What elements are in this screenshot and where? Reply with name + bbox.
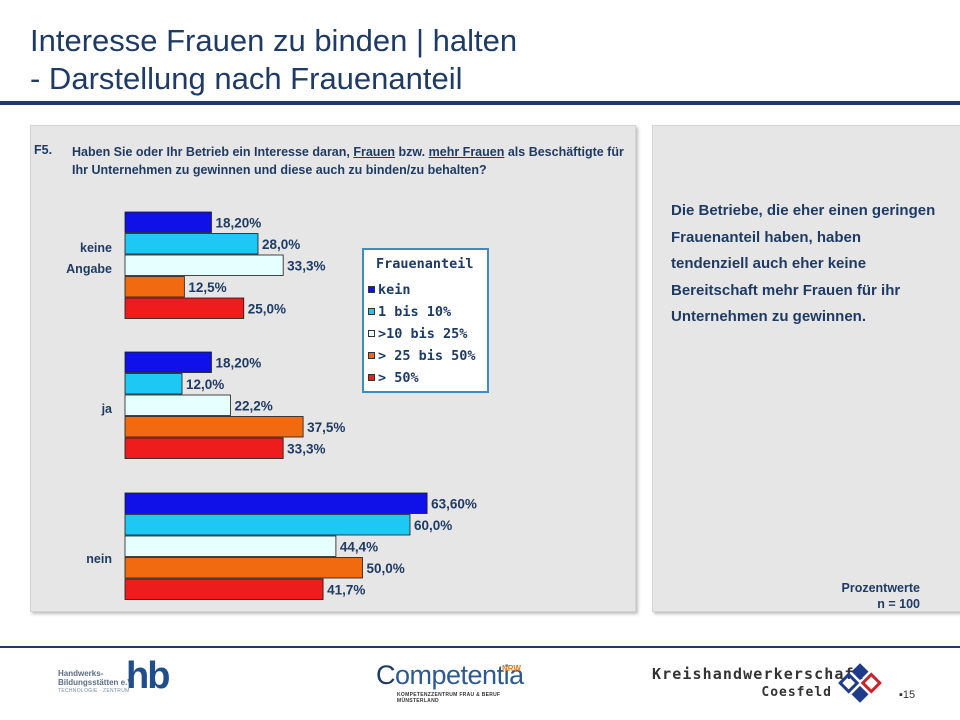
legend-swatch-10-bis-25 — [368, 330, 375, 337]
question-part2: bzw. — [398, 145, 426, 159]
legend-item-ueber-50: > 50% — [368, 368, 419, 388]
legend-item-kein: kein — [368, 280, 411, 300]
bar-nein-1-bis-10 — [124, 514, 411, 536]
bar-label-ja-25-bis-50: 37,5% — [307, 420, 345, 435]
legend-swatch-ueber-50 — [368, 374, 375, 381]
question-number: F5. — [34, 143, 53, 157]
bar-ja-25-bis-50 — [124, 416, 304, 438]
hb-logo-text: Handwerks- Bildungsstätten e.V. — [58, 669, 134, 687]
competentia-logo-rest: ompetentia — [395, 660, 524, 690]
khw-emblem-icon — [838, 663, 882, 703]
bar-label-nein-10-bis-25: 44,4% — [340, 539, 378, 554]
page-number-value: 15 — [902, 689, 916, 701]
competentia-logo-c: C — [376, 660, 396, 690]
bar-label-keine-angabe-kein: 18,20% — [215, 215, 261, 230]
bar-keine-angabe-10-bis-25 — [124, 254, 284, 276]
bar-nein-10-bis-25 — [124, 535, 337, 557]
bar-ja-50 — [124, 437, 284, 459]
kreishandwerkerschaft-logo: Kreishandwerkerschaft Coesfeld — [652, 657, 892, 712]
legend-swatch-kein — [368, 286, 375, 293]
bar-nein-kein — [124, 492, 428, 514]
competentia-logo-subtitle: KOMPETENZZENTRUM FRAU & BERUF MÜNSTERLAN… — [397, 692, 500, 704]
bar-nein-25-bis-50 — [124, 557, 363, 579]
legend-item-1-bis-10: 1 bis 10% — [368, 302, 451, 322]
footnote-sample-size: n = 100 — [877, 597, 920, 611]
category-label-nein-text: nein — [86, 552, 112, 566]
interpretation-note: Die Betriebe, die eher einen geringen Fr… — [671, 202, 936, 325]
khw-logo-name: Kreishandwerkerschaft — [652, 665, 865, 683]
bar-label-ja-50: 33,3% — [287, 441, 325, 456]
legend-title: Frauenanteil — [376, 256, 474, 272]
note-panel — [652, 125, 960, 612]
bar-label-nein-1-bis-10: 60,0% — [414, 518, 452, 533]
question-part3: als Beschäftigte für Ihr Unternehmen zu … — [72, 145, 624, 177]
category-label-keine-angabe: keine Angabe — [0, 238, 112, 280]
chart-legend: Frauenanteil kein 1 bis 10% >10 bis 25% … — [362, 248, 489, 393]
legend-label-ueber-50: > 50% — [378, 370, 419, 386]
hb-logo-line2: Bildungsstätten e.V. — [58, 678, 135, 687]
legend-label-kein: kein — [378, 282, 411, 298]
bar-nein-50 — [124, 578, 324, 600]
legend-item-10-bis-25: >10 bis 25% — [368, 324, 467, 344]
bar-ja-10-bis-25 — [124, 394, 231, 416]
bar-keine-angabe-kein — [124, 211, 212, 233]
hb-logo-mark: hb — [126, 655, 170, 697]
competentia-logo-sub1: KOMPETENZZENTRUM FRAU & BERUF — [397, 692, 501, 698]
bar-ja-kein — [124, 351, 212, 373]
footnote-prozentwerte: Prozentwerte — [841, 581, 921, 595]
legend-item-25-bis-50: > 25 bis 50% — [368, 346, 476, 366]
bar-label-keine-angabe-1-bis-10: 28,0% — [262, 237, 300, 252]
hb-logo-subtitle: TECHNOLOGIE · ZENTRUM — [58, 688, 130, 694]
bar-label-keine-angabe-25-bis-50: 12,5% — [188, 280, 226, 295]
khw-logo-place: Coesfeld — [761, 685, 832, 700]
question-text: Haben Sie oder Ihr Betrieb ein Interesse… — [72, 143, 632, 179]
legend-label-10-bis-25: >10 bis 25% — [378, 326, 468, 342]
legend-label-1-bis-10: 1 bis 10% — [378, 304, 452, 320]
category-label-keine: keine — [80, 241, 112, 255]
bar-label-nein-50: 41,7% — [327, 582, 365, 597]
slide-title: Interesse Frauen zu binden | halten - Da… — [30, 22, 930, 98]
bar-keine-angabe-50 — [124, 297, 245, 319]
competentia-logo: Competentia NRW KOMPETENZZENTRUM FRAU & … — [376, 660, 536, 710]
legend-swatch-1-bis-10 — [368, 308, 375, 315]
question-part1: Haben Sie oder Ihr Betrieb ein Interesse… — [72, 145, 350, 159]
question-underline-mehr-frauen: mehr Frauen — [428, 145, 505, 159]
bar-label-nein-25-bis-50: 50,0% — [367, 561, 405, 576]
legend-label-25-bis-50: > 25 bis 50% — [378, 348, 476, 364]
competentia-logo-nrw: NRW — [502, 664, 521, 673]
competentia-logo-name: Competentia — [376, 660, 524, 691]
bar-label-ja-10-bis-25: 22,2% — [234, 398, 272, 413]
bar-keine-angabe-25-bis-50 — [124, 276, 185, 298]
competentia-logo-sub2: MÜNSTERLAND — [397, 698, 439, 704]
legend-swatch-25-bis-50 — [368, 352, 375, 359]
bar-label-ja-1-bis-10: 12,0% — [186, 377, 224, 392]
hb-logo-line1: Handwerks- — [58, 669, 104, 678]
bar-label-ja-kein: 18,20% — [215, 355, 261, 370]
hb-logo: Handwerks- Bildungsstätten e.V. TECHNOLO… — [58, 655, 178, 713]
bar-ja-1-bis-10 — [124, 373, 183, 395]
bar-label-nein-kein: 63,60% — [431, 496, 477, 511]
category-label-ja: ja — [0, 399, 112, 420]
bar-label-keine-angabe-50: 25,0% — [248, 301, 286, 316]
page-number: ▪15 — [899, 689, 916, 701]
category-label-angabe: Angabe — [66, 262, 112, 276]
question-underline-frauen: Frauen — [353, 145, 396, 159]
slide-title-line1: Interesse Frauen zu binden | halten — [30, 23, 518, 58]
category-label-nein: nein — [0, 549, 112, 570]
bar-keine-angabe-1-bis-10 — [124, 233, 259, 255]
title-divider — [0, 101, 960, 105]
slide-title-line2: - Darstellung nach Frauenanteil — [30, 61, 463, 96]
bar-label-keine-angabe-10-bis-25: 33,3% — [287, 258, 325, 273]
category-label-ja-text: ja — [101, 402, 112, 416]
footer-divider — [0, 646, 960, 648]
